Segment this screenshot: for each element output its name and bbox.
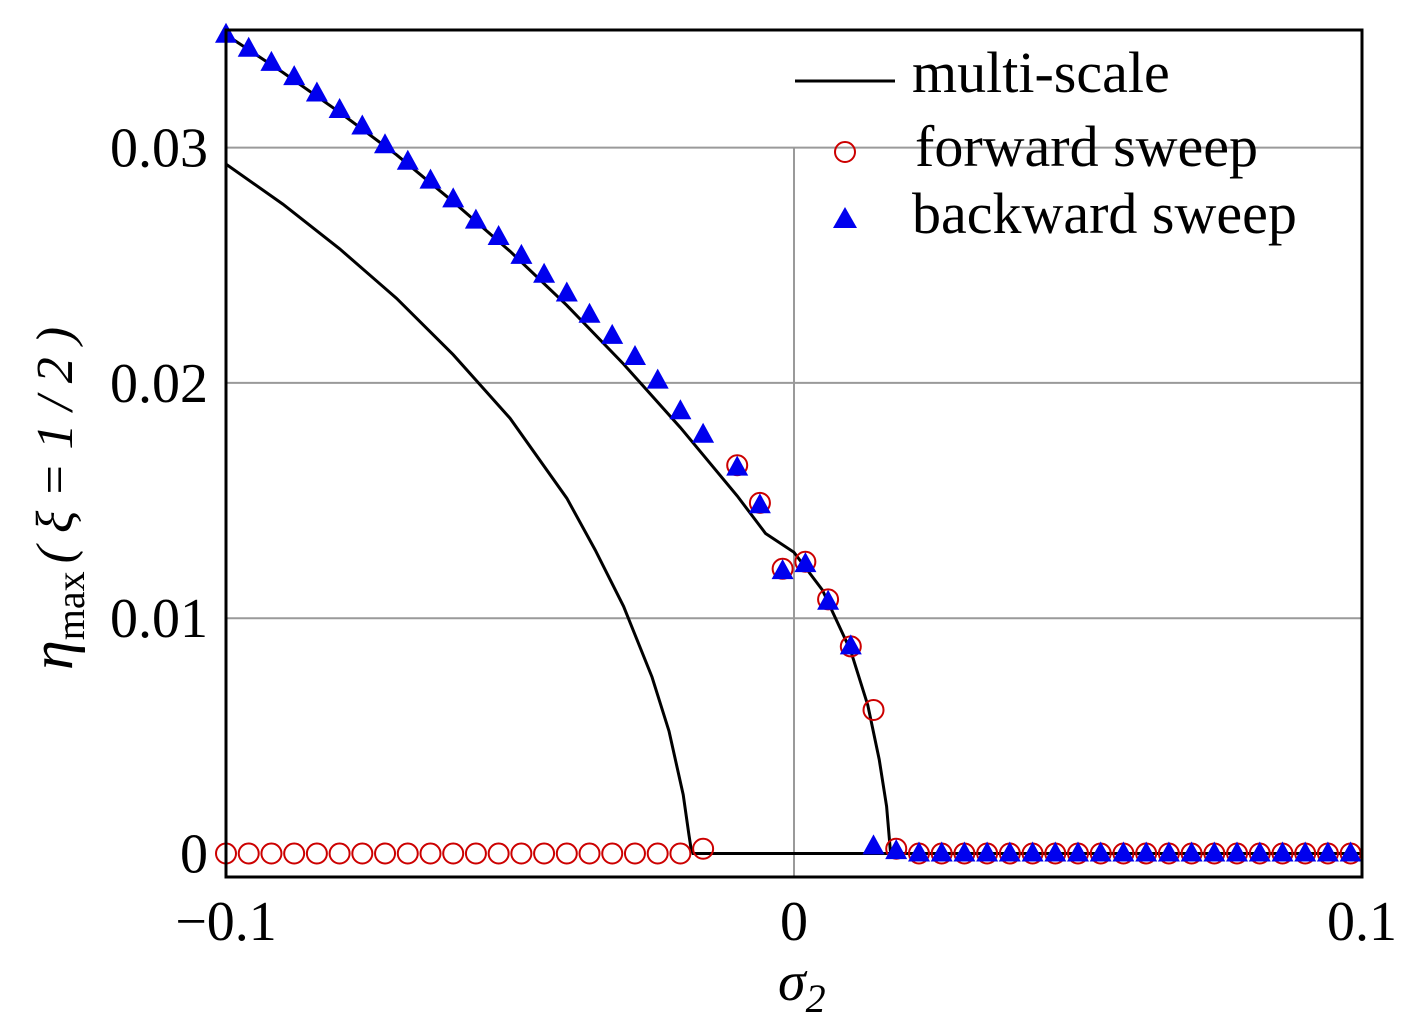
point-forward-sweep xyxy=(578,842,601,865)
point-backward-sweep xyxy=(510,243,533,264)
point-backward-sweep xyxy=(487,225,510,245)
point-backward-sweep xyxy=(692,422,715,443)
point-backward-sweep xyxy=(396,149,419,170)
point-backward-sweep xyxy=(1203,841,1226,862)
x-tick-label: 0.1 xyxy=(1327,891,1397,953)
point-forward-sweep xyxy=(260,842,283,865)
point-backward-sweep xyxy=(260,50,283,71)
point-forward-sweep xyxy=(351,842,374,865)
point-backward-sweep xyxy=(646,368,669,389)
point-backward-sweep xyxy=(1157,841,1180,862)
point-backward-sweep xyxy=(862,834,885,855)
point-backward-sweep xyxy=(930,841,953,862)
point-backward-sweep xyxy=(998,841,1021,862)
point-backward-sweep xyxy=(885,839,908,860)
series-line-multi-scale xyxy=(225,33,893,854)
point-backward-sweep xyxy=(794,552,817,573)
legend-marker-backward-sweep xyxy=(833,207,857,228)
point-backward-sweep xyxy=(1112,841,1135,862)
point-backward-sweep xyxy=(578,302,601,323)
point-backward-sweep xyxy=(305,81,328,102)
point-backward-sweep xyxy=(839,634,862,655)
point-backward-sweep xyxy=(1135,841,1158,862)
point-backward-sweep xyxy=(419,168,442,189)
y-axis-label-sub: max xyxy=(48,571,93,640)
legend-label-multi-scale: multi-scale xyxy=(912,40,1170,105)
point-backward-sweep xyxy=(624,345,646,365)
point-forward-sweep xyxy=(419,842,442,865)
point-backward-sweep xyxy=(1248,841,1271,862)
x-tick-label: −0.1 xyxy=(175,891,277,953)
x-axis-label-sub: 2 xyxy=(806,976,826,1021)
point-forward-sweep xyxy=(601,842,624,865)
point-backward-sweep xyxy=(1271,841,1294,862)
legend-label-forward-sweep: forward sweep xyxy=(915,114,1258,179)
point-backward-sweep xyxy=(533,262,556,283)
y-tick-label: 0.02 xyxy=(110,353,208,415)
point-forward-sweep xyxy=(646,842,669,865)
point-forward-sweep xyxy=(862,698,885,721)
point-backward-sweep xyxy=(1021,841,1044,862)
point-backward-sweep xyxy=(1067,841,1089,862)
point-forward-sweep xyxy=(623,842,646,865)
point-backward-sweep xyxy=(351,114,374,135)
x-tick-label: 0 xyxy=(780,891,808,953)
point-backward-sweep xyxy=(976,841,999,862)
x-axis-label-base: σ xyxy=(778,951,808,1013)
point-backward-sweep xyxy=(555,281,578,302)
point-backward-sweep xyxy=(669,399,692,420)
legend: multi-scale forward sweep backward sweep xyxy=(795,40,1297,246)
point-forward-sweep xyxy=(305,842,328,865)
point-backward-sweep xyxy=(1294,841,1317,862)
point-forward-sweep xyxy=(396,842,419,865)
plot-data xyxy=(215,22,1362,865)
point-forward-sweep xyxy=(510,842,533,865)
point-backward-sweep xyxy=(464,208,487,229)
y-tick-label: 0.03 xyxy=(110,118,208,180)
point-backward-sweep xyxy=(283,65,306,86)
y-axis-label-base: η xyxy=(19,640,85,670)
point-forward-sweep xyxy=(464,842,487,865)
point-backward-sweep xyxy=(374,133,396,154)
point-forward-sweep xyxy=(555,842,578,865)
y-axis-label-suffix: ( ξ = 1 / 2 ) xyxy=(27,327,84,563)
point-forward-sweep xyxy=(533,842,556,865)
point-forward-sweep xyxy=(237,842,260,865)
point-forward-sweep xyxy=(442,842,465,865)
point-backward-sweep xyxy=(817,589,840,610)
legend-marker-forward-sweep xyxy=(834,141,856,163)
point-backward-sweep xyxy=(748,493,771,514)
grid xyxy=(226,146,1362,877)
point-forward-sweep xyxy=(669,842,692,865)
point-forward-sweep xyxy=(692,837,715,860)
point-backward-sweep xyxy=(1226,841,1248,862)
point-forward-sweep xyxy=(283,842,306,865)
series-line-multi-scale xyxy=(225,162,694,854)
y-axis-label-group: ηmax ( ξ = 1 / 2 ) xyxy=(19,327,93,670)
legend-label-backward-sweep: backward sweep xyxy=(912,181,1297,246)
point-backward-sweep xyxy=(1089,841,1112,862)
x-axis-label: σ2 xyxy=(778,951,826,1021)
point-forward-sweep xyxy=(374,842,397,865)
point-backward-sweep xyxy=(1339,841,1362,862)
plot-frame xyxy=(224,28,1364,879)
point-backward-sweep xyxy=(953,841,976,862)
point-backward-sweep xyxy=(442,187,465,208)
point-backward-sweep xyxy=(726,455,749,476)
point-backward-sweep xyxy=(908,841,930,862)
point-backward-sweep xyxy=(237,36,260,57)
tick-labels: 00.010.020.03−0.1 0 0.1 xyxy=(110,118,1397,953)
point-backward-sweep xyxy=(1044,841,1067,862)
point-forward-sweep xyxy=(487,842,510,865)
point-backward-sweep xyxy=(328,98,351,118)
y-tick-label: 0 xyxy=(180,823,208,885)
y-axis-label: ηmax ( ξ = 1 / 2 ) xyxy=(19,327,93,670)
point-backward-sweep xyxy=(601,323,624,344)
y-tick-label: 0.01 xyxy=(110,588,208,650)
point-forward-sweep xyxy=(328,842,351,865)
point-backward-sweep xyxy=(1316,841,1339,862)
point-backward-sweep xyxy=(771,559,794,580)
point-backward-sweep xyxy=(1180,841,1203,862)
